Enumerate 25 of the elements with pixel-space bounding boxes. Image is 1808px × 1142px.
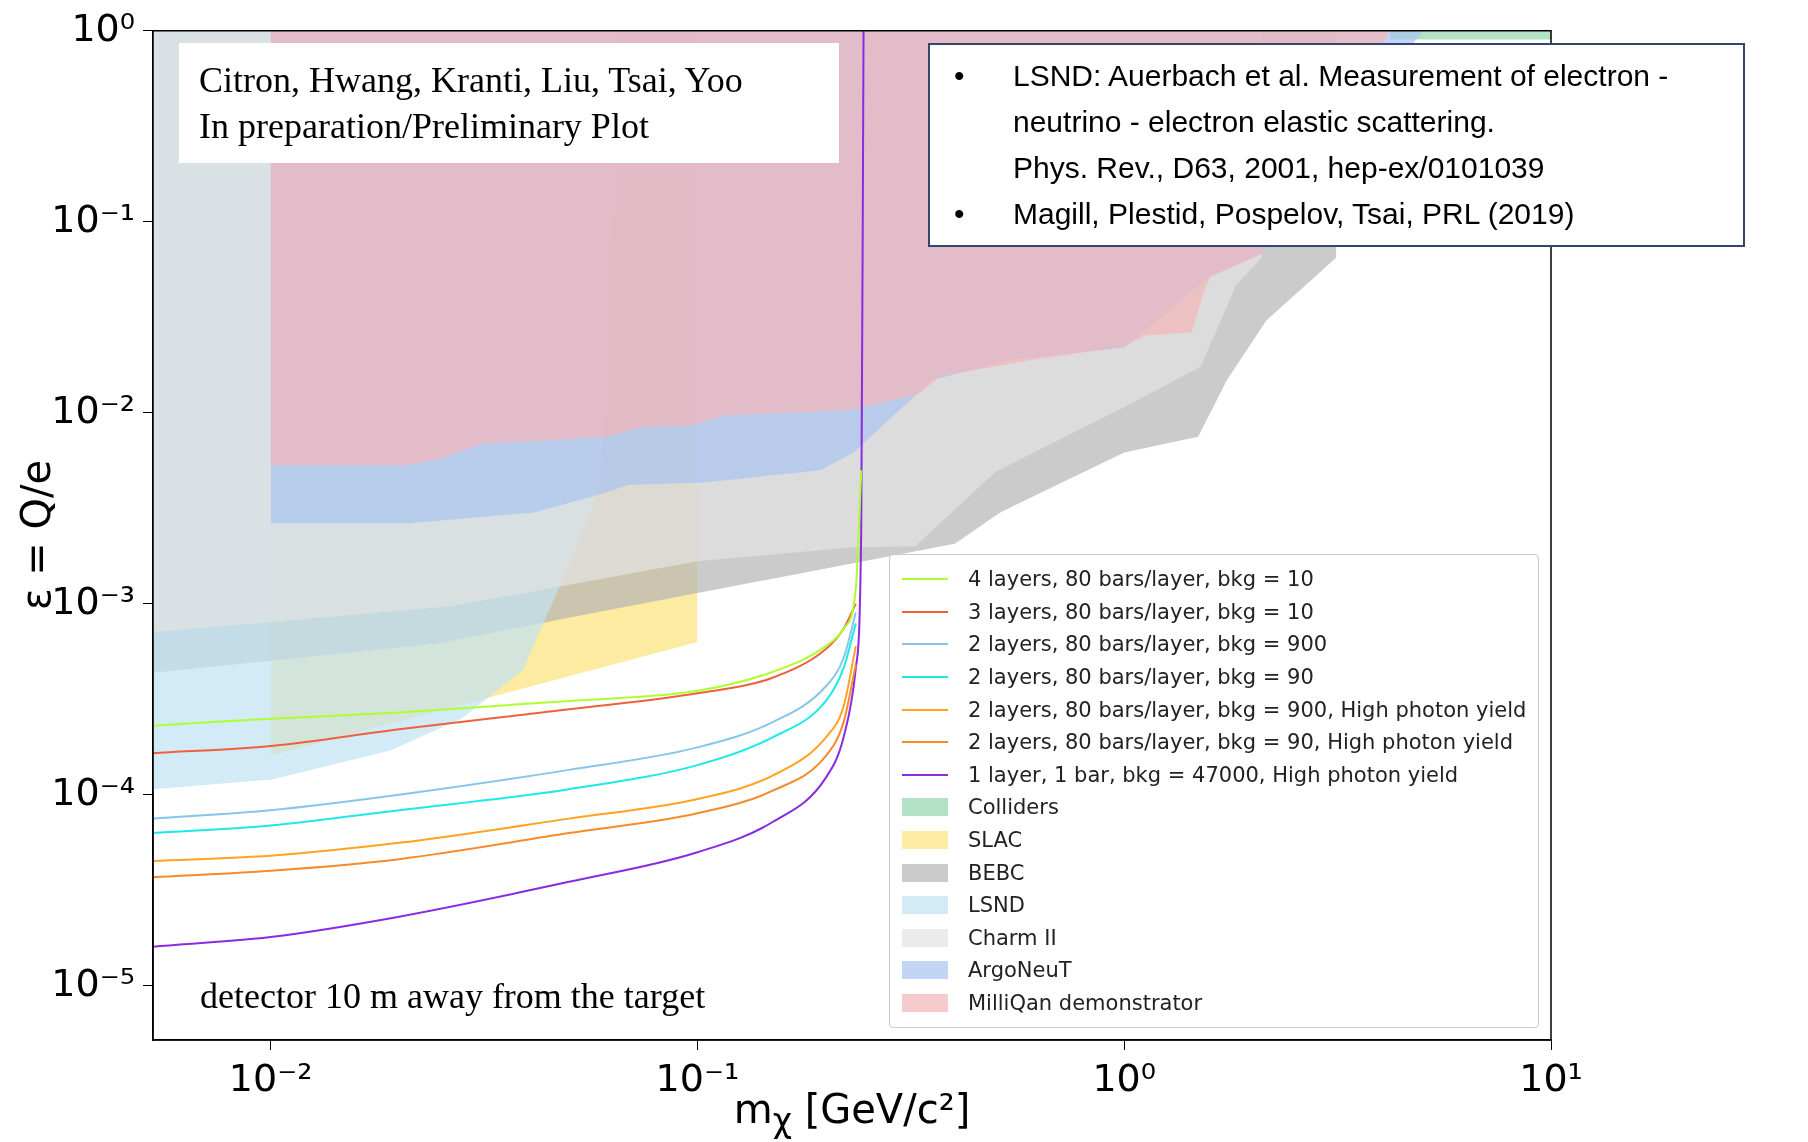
legend-label: ArgoNeuT	[968, 958, 1072, 983]
y-tick-label: 10⁻¹	[51, 196, 135, 241]
y-tick-label: 10⁻⁴	[51, 769, 135, 814]
annotation: detector 10 m away from the target	[200, 975, 706, 1017]
x-tick-label: 10¹	[1519, 1055, 1583, 1100]
x-tick-label: 10⁻²	[228, 1055, 313, 1100]
text-box: Citron, Hwang, Kranti, Liu, Tsai, Yoo In preparation/Preliminary Plot	[179, 43, 839, 163]
legend-label: Colliders	[968, 795, 1059, 820]
legend-label: MilliQan demonstrator	[968, 991, 1203, 1016]
legend-label: 2 layers, 80 bars/layer, bkg = 900	[968, 632, 1328, 657]
legend-label: Charm II	[968, 925, 1057, 950]
y-tick-label: 10⁰	[71, 5, 135, 50]
legend-label: 2 layers, 80 bars/layer, bkg = 90	[968, 665, 1314, 690]
legend-label: LSND	[968, 893, 1025, 918]
text-box: • LSND: Auerbach et al. Measurement of electron - neutrino - electron elastic scattering. Phys. Rev., D63, 2001, hep-ex/0101039 • Magill, Plestid, Pospelov, Tsai, PRL (2019)	[928, 43, 1745, 247]
legend-label: BEBC	[968, 860, 1025, 885]
y-tick-label: 10⁻²	[51, 387, 135, 432]
x-tick-label: 10⁰	[1092, 1055, 1157, 1100]
legend-label: 2 layers, 80 bars/layer, bkg = 900, High photon yield	[968, 697, 1527, 722]
legend-label: 2 layers, 80 bars/layer, bkg = 90, High photon yield	[968, 730, 1513, 755]
y-tick-label: 10⁻⁵	[51, 960, 135, 1005]
legend-label: 1 layer, 1 bar, bkg = 47000, High photon yield	[968, 762, 1459, 787]
legend-label: 4 layers, 80 bars/layer, bkg = 10	[968, 567, 1314, 592]
legend-label: SLAC	[968, 828, 1023, 853]
legend-label: 3 layers, 80 bars/layer, bkg = 10	[968, 599, 1314, 624]
